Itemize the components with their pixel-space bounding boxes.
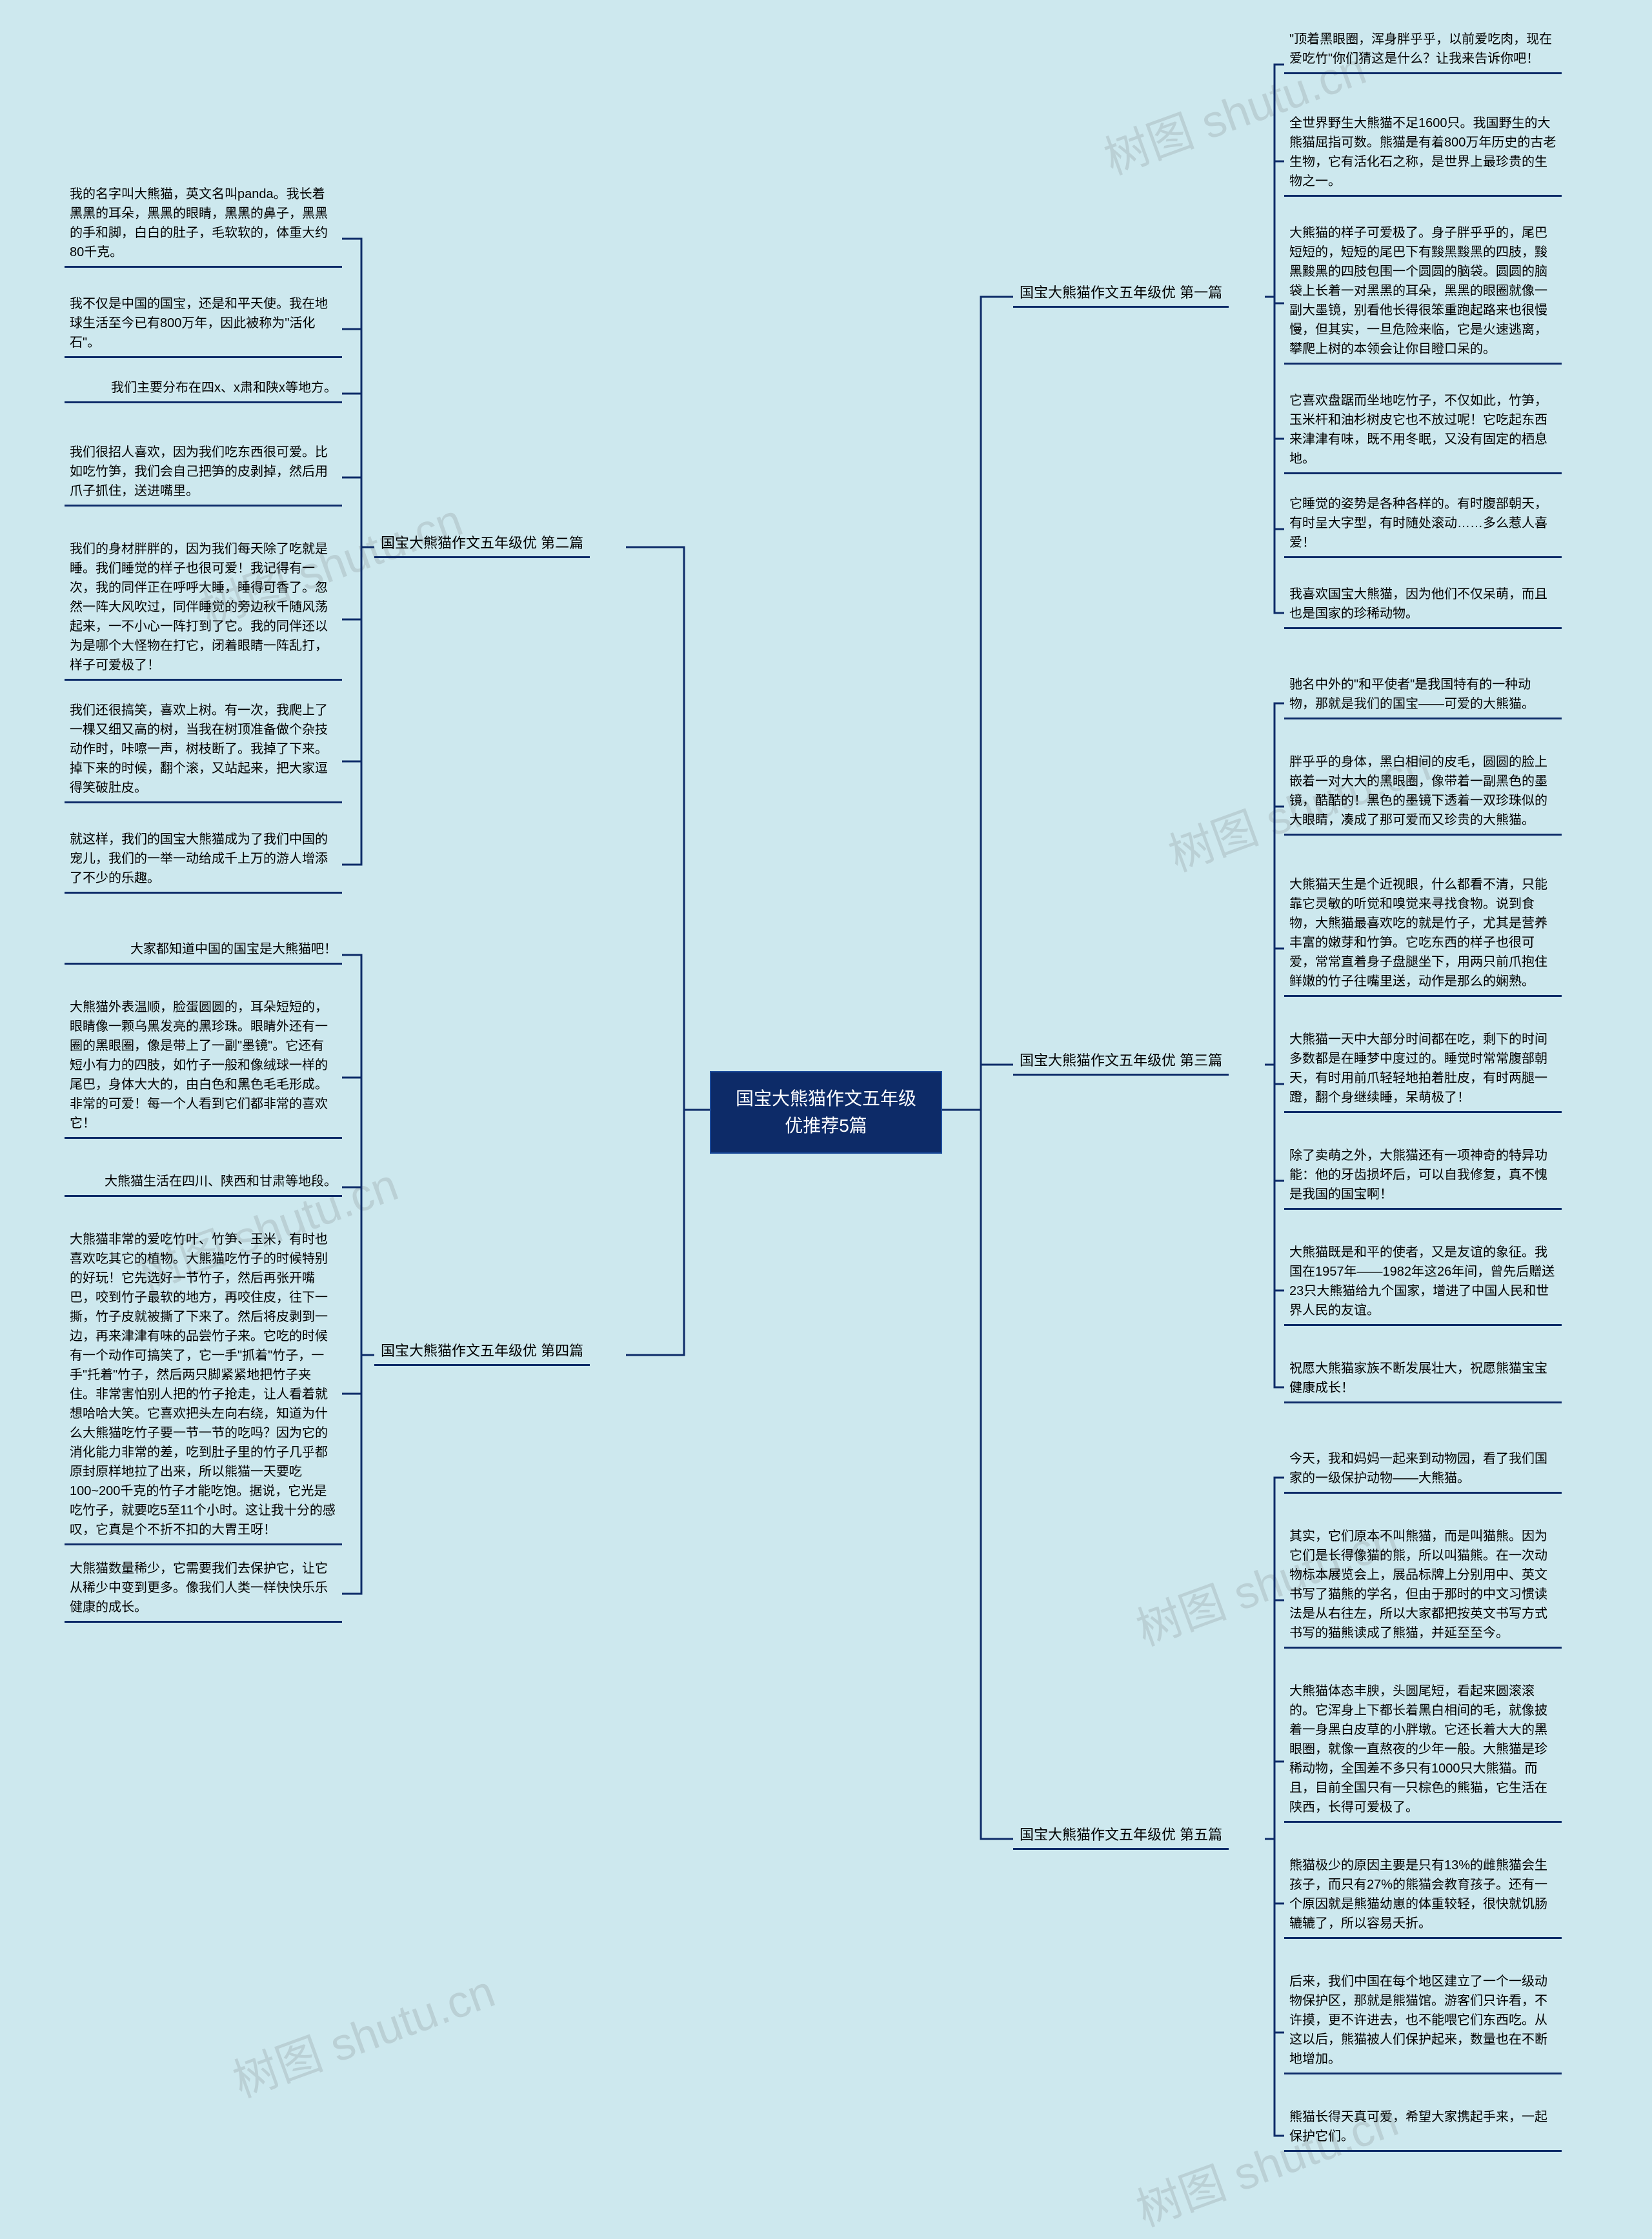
leaf: 除了卖萌之外，大熊猫还有一项神奇的特异功能：他的牙齿损坏后，可以自我修复，真不愧… xyxy=(1284,1142,1562,1210)
leaf: 大熊猫一天中大部分时间都在吃，剩下的时间多数都是在睡梦中度过的。睡觉时常常腹部朝… xyxy=(1284,1026,1562,1113)
branch-essay-5: 国宝大熊猫作文五年级优 第五篇 xyxy=(1013,1820,1229,1850)
leaf: 大熊猫非常的爱吃竹叶、竹笋、玉米，有时也喜欢吃其它的植物。大熊猫吃竹子的时候特别… xyxy=(65,1226,342,1545)
leaf: 我的名字叫大熊猫，英文名叫panda。我长着黑黑的耳朵，黑黑的眼睛，黑黑的鼻子，… xyxy=(65,181,342,268)
branch-essay-1: 国宝大熊猫作文五年级优 第一篇 xyxy=(1013,277,1229,308)
leaf: 我喜欢国宝大熊猫，因为他们不仅呆萌，而且也是国家的珍稀动物。 xyxy=(1284,581,1562,629)
leaf: 我不仅是中国的国宝，还是和平天使。我在地球生活至今已有800万年，因此被称为"活… xyxy=(65,290,342,358)
leaf: 其实，它们原本不叫熊猫，而是叫猫熊。因为它们是长得像猫的熊，所以叫猫熊。在一次动… xyxy=(1284,1523,1562,1649)
leaf: 就这样，我们的国宝大熊猫成为了我们中国的宠儿，我们的一举一动给成千上万的游人增添… xyxy=(65,826,342,894)
leaf: 大熊猫数量稀少，它需要我们去保护它，让它从稀少中变到更多。像我们人类一样快快乐乐… xyxy=(65,1555,342,1623)
leaf: 大熊猫既是和平的使者，又是友谊的象征。我国在1957年——1982年这26年间，… xyxy=(1284,1239,1562,1326)
leaf: 我们主要分布在四x、x肃和陕x等地方。 xyxy=(65,374,342,403)
leaf: 大家都知道中国的国宝是大熊猫吧！ xyxy=(65,936,342,965)
leaf: 今天，我和妈妈一起来到动物园，看了我们国家的一级保护动物——大熊猫。 xyxy=(1284,1445,1562,1494)
leaf: 全世界野生大熊猫不足1600只。我国野生的大熊猫屈指可数。熊猫是有着800万年历… xyxy=(1284,110,1562,197)
watermark: 树图 shutu.cn xyxy=(223,1956,503,2111)
branch-essay-4: 国宝大熊猫作文五年级优 第四篇 xyxy=(374,1336,590,1366)
leaf: 我们还很搞笑，喜欢上树。有一次，我爬上了一棵又细又高的树，当我在树顶准备做个杂技… xyxy=(65,697,342,803)
leaf: 大熊猫的样子可爱极了。身子胖乎乎的，尾巴短短的，短短的尾巴下有黢黑黢黑的四肢，黢… xyxy=(1284,219,1562,365)
leaf: 大熊猫外表温顺，脸蛋圆圆的，耳朵短短的，眼睛像一颗乌黑发亮的黑珍珠。眼睛外还有一… xyxy=(65,994,342,1139)
leaf: 大熊猫天生是个近视眼，什么都看不清，只能靠它灵敏的听觉和嗅觉来寻找食物。说到食物… xyxy=(1284,871,1562,997)
leaf: 熊猫长得天真可爱，希望大家携起手来，一起保护它们。 xyxy=(1284,2103,1562,2152)
leaf: 胖乎乎的身体，黑白相间的皮毛，圆圆的脸上嵌着一对大大的黑眼圈，像带着一副黑色的墨… xyxy=(1284,748,1562,836)
leaf: 我们的身材胖胖的，因为我们每天除了吃就是睡。我们睡觉的样子也很可爱！我记得有一次… xyxy=(65,536,342,681)
branch-essay-3: 国宝大熊猫作文五年级优 第三篇 xyxy=(1013,1045,1229,1076)
leaf: 驰名中外的"和平使者"是我国特有的一种动物，那就是我们的国宝——可爱的大熊猫。 xyxy=(1284,671,1562,719)
leaf: "顶着黑眼圈，浑身胖乎乎，以前爱吃肉，现在爱吃竹"你们猜这是什么？让我来告诉你吧… xyxy=(1284,26,1562,74)
leaf: 大熊猫生活在四川、陕西和甘肃等地段。 xyxy=(65,1168,342,1197)
leaf: 祝愿大熊猫家族不断发展壮大，祝愿熊猫宝宝健康成长！ xyxy=(1284,1355,1562,1403)
leaf: 它喜欢盘踞而坐地吃竹子，不仅如此，竹笋，玉米杆和油杉树皮它也不放过呢！它吃起东西… xyxy=(1284,387,1562,474)
leaf: 我们很招人喜欢，因为我们吃东西很可爱。比如吃竹笋，我们会自己把笋的皮剥掉，然后用… xyxy=(65,439,342,507)
center-node: 国宝大熊猫作文五年级优推荐5篇 xyxy=(710,1071,942,1154)
leaf: 它睡觉的姿势是各种各样的。有时腹部朝天，有时呈大字型，有时随处滚动……多么惹人喜… xyxy=(1284,490,1562,558)
leaf: 后来，我们中国在每个地区建立了一个一级动物保护区，那就是熊猫馆。游客们只许看，不… xyxy=(1284,1968,1562,2074)
leaf: 熊猫极少的原因主要是只有13%的雌熊猫会生孩子，而只有27%的熊猫会教育孩子。还… xyxy=(1284,1852,1562,1939)
leaf: 大熊猫体态丰腴，头圆尾短，看起来圆滚滚的。它浑身上下都长着黑白相间的毛，就像披着… xyxy=(1284,1678,1562,1823)
branch-essay-2: 国宝大熊猫作文五年级优 第二篇 xyxy=(374,528,590,558)
